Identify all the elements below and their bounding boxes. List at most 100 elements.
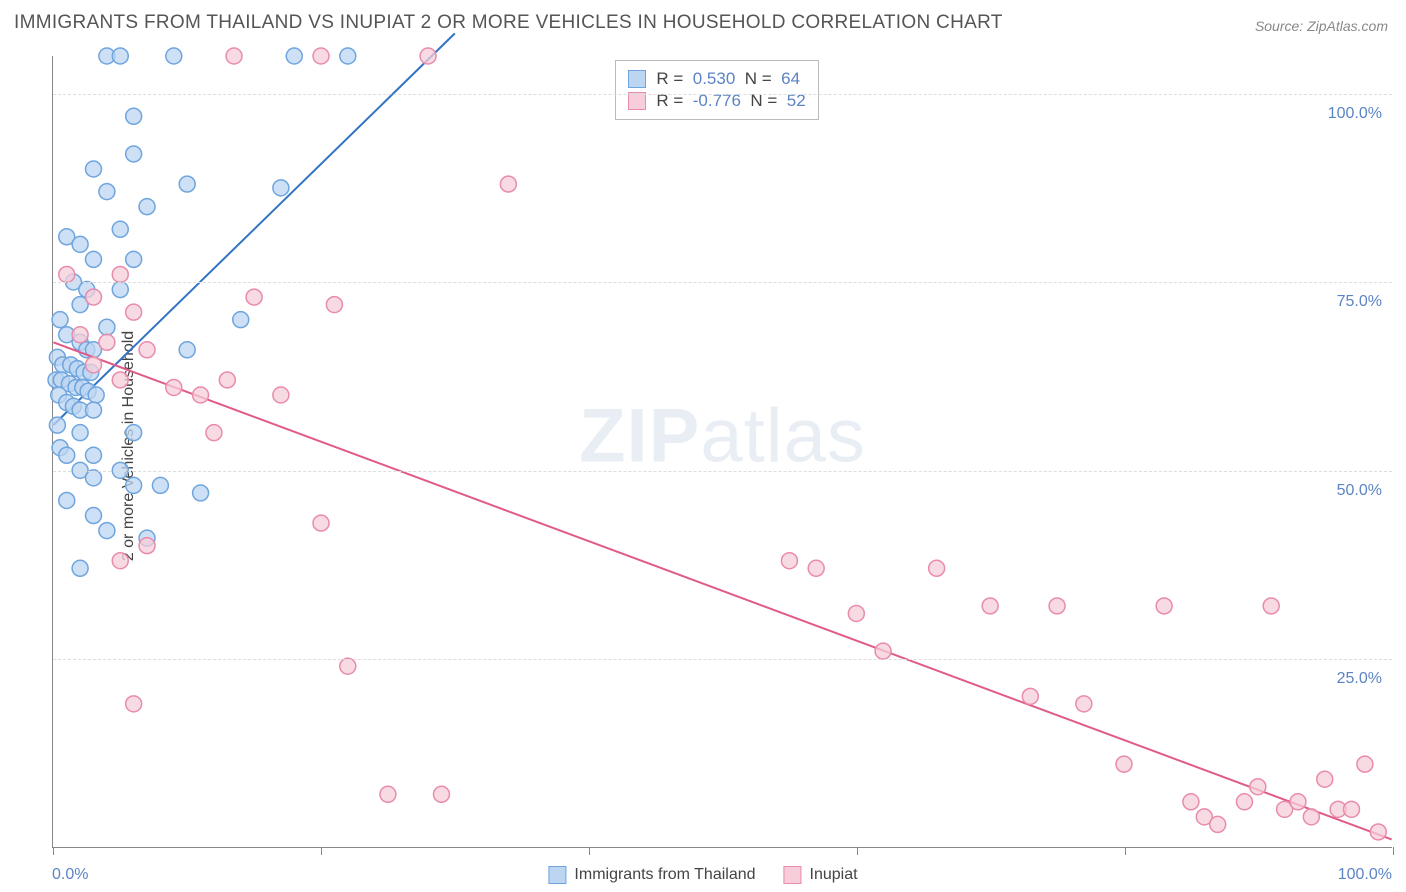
data-point (86, 357, 102, 373)
legend-swatch (784, 866, 802, 884)
data-point (72, 425, 88, 441)
legend-swatch (548, 866, 566, 884)
data-point (1317, 771, 1333, 787)
data-point (340, 48, 356, 64)
data-point (126, 696, 142, 712)
data-point (380, 786, 396, 802)
data-point (326, 297, 342, 313)
data-point (59, 447, 75, 463)
data-point (139, 342, 155, 358)
data-point (112, 266, 128, 282)
data-point (1076, 696, 1092, 712)
data-point (112, 372, 128, 388)
data-point (86, 289, 102, 305)
legend-item: Inupiat (784, 866, 858, 884)
data-point (139, 199, 155, 215)
data-point (340, 658, 356, 674)
series-swatch (628, 70, 646, 88)
data-point (875, 643, 891, 659)
data-point (72, 327, 88, 343)
data-point (206, 425, 222, 441)
data-point (246, 289, 262, 305)
data-point (126, 477, 142, 493)
gridline (53, 659, 1392, 660)
data-point (99, 184, 115, 200)
x-tick-mark (1393, 847, 1394, 855)
data-point (59, 492, 75, 508)
data-point (500, 176, 516, 192)
data-point (112, 48, 128, 64)
data-point (139, 538, 155, 554)
data-point (808, 560, 824, 576)
legend-label: Immigrants from Thailand (574, 866, 755, 884)
data-point (152, 477, 168, 493)
data-point (1156, 598, 1172, 614)
data-point (313, 48, 329, 64)
data-point (1370, 824, 1386, 840)
data-point (166, 379, 182, 395)
data-point (1290, 794, 1306, 810)
data-point (233, 312, 249, 328)
x-tick-mark (857, 847, 858, 855)
data-point (59, 266, 75, 282)
data-point (126, 251, 142, 267)
stats-row: R = 0.530 N = 64 (628, 69, 805, 89)
data-point (99, 523, 115, 539)
data-point (86, 161, 102, 177)
data-point (1303, 809, 1319, 825)
chart-title: IMMIGRANTS FROM THAILAND VS INUPIAT 2 OR… (14, 12, 1003, 34)
data-point (112, 282, 128, 298)
y-tick-label: 25.0% (1337, 670, 1382, 688)
data-point (313, 515, 329, 531)
data-point (86, 447, 102, 463)
scatter-svg (53, 56, 1392, 847)
x-tick-mark (1125, 847, 1126, 855)
data-point (72, 236, 88, 252)
data-point (72, 560, 88, 576)
data-point (99, 319, 115, 335)
data-point (1210, 816, 1226, 832)
y-tick-label: 100.0% (1328, 105, 1382, 123)
plot-area: ZIPatlas R = 0.530 N = 64R = -0.776 N = … (52, 56, 1392, 848)
data-point (848, 605, 864, 621)
data-point (286, 48, 302, 64)
data-point (273, 387, 289, 403)
legend-item: Immigrants from Thailand (548, 866, 755, 884)
x-tick-mark (53, 847, 54, 855)
data-point (1049, 598, 1065, 614)
data-point (1357, 756, 1373, 772)
data-point (179, 342, 195, 358)
data-point (193, 485, 209, 501)
stats-legend: R = 0.530 N = 64R = -0.776 N = 52 (615, 60, 818, 120)
data-point (433, 786, 449, 802)
data-point (1344, 801, 1360, 817)
data-point (1022, 688, 1038, 704)
data-point (52, 312, 68, 328)
data-point (112, 221, 128, 237)
data-point (1250, 779, 1266, 795)
x-tick-min: 0.0% (52, 866, 88, 884)
data-point (86, 470, 102, 486)
data-point (420, 48, 436, 64)
data-point (929, 560, 945, 576)
x-tick-mark (589, 847, 590, 855)
bottom-legend: Immigrants from Thailand Inupiat (548, 866, 857, 884)
data-point (49, 417, 65, 433)
data-point (1263, 598, 1279, 614)
data-point (226, 48, 242, 64)
x-tick-mark (321, 847, 322, 855)
y-tick-label: 50.0% (1337, 482, 1382, 500)
data-point (86, 508, 102, 524)
x-tick-max: 100.0% (1338, 866, 1392, 884)
data-point (126, 304, 142, 320)
data-point (219, 372, 235, 388)
data-point (273, 180, 289, 196)
data-point (99, 334, 115, 350)
data-point (166, 48, 182, 64)
data-point (982, 598, 998, 614)
data-point (88, 387, 104, 403)
gridline (53, 282, 1392, 283)
data-point (126, 108, 142, 124)
data-point (193, 387, 209, 403)
gridline (53, 94, 1392, 95)
